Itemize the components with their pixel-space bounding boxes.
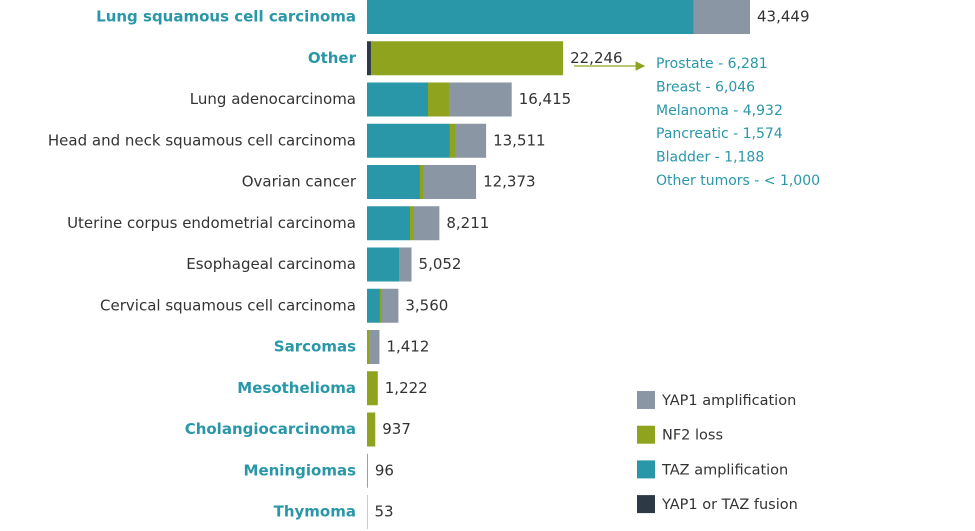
legend-label: YAP1 or TAZ fusion [661, 497, 798, 513]
category-label: Lung adenocarcinoma [190, 90, 356, 108]
legend-label: TAZ amplification [661, 462, 788, 478]
bar-segment [379, 288, 382, 323]
total-label: 8,211 [446, 214, 489, 232]
category-label: Sarcomas [274, 338, 356, 356]
category-label: Mesothelioma [237, 379, 356, 397]
annotation: Bladder - 1,188 [656, 150, 764, 166]
bar-segment [448, 82, 512, 117]
bar-segment [367, 206, 411, 241]
bar-segment [367, 123, 450, 158]
total-label: 16,415 [519, 90, 572, 108]
legend-label: YAP1 amplification [661, 393, 796, 409]
bar-segment [367, 165, 420, 199]
legend-swatch [637, 391, 655, 409]
bar-segment [369, 330, 380, 364]
category-label: Lung squamous cell carcinoma [96, 8, 356, 26]
category-label: Uterine corpus endometrial carcinoma [67, 214, 356, 232]
bar-segment [449, 123, 456, 158]
bar-segment [367, 371, 378, 406]
annotation: Other tumors - < 1,000 [656, 173, 820, 189]
bar-segment [410, 206, 414, 241]
category-label: Meningiomas [244, 461, 357, 479]
legend-swatch [637, 425, 655, 444]
category-label: Thymoma [274, 503, 356, 521]
total-label: 22,246 [570, 49, 623, 67]
total-label: 43,449 [757, 8, 810, 26]
bar-segment [413, 206, 440, 241]
bar-segment [367, 288, 380, 323]
total-label: 3,560 [405, 296, 448, 314]
legend-swatch [637, 460, 655, 479]
bar-segment [367, 330, 370, 364]
total-label: 5,052 [419, 255, 462, 273]
annotation: Pancreatic - 1,574 [656, 126, 783, 142]
category-label: Cholangiocarcinoma [185, 420, 356, 438]
total-label: 1,222 [385, 379, 428, 397]
total-label: 96 [375, 461, 394, 479]
bar-segment [367, 412, 376, 447]
annotation: Melanoma - 4,932 [656, 103, 783, 119]
bar-segment [419, 165, 424, 199]
bar-segment [367, 41, 371, 76]
legend-label: NF2 loss [662, 428, 723, 444]
legend-swatch [637, 495, 655, 514]
bar-segment [367, 247, 399, 282]
total-label: 53 [374, 503, 393, 521]
bar-segment [423, 165, 477, 199]
total-label: 13,511 [493, 131, 545, 149]
bar-segment [455, 123, 487, 158]
bar-segment [693, 0, 750, 34]
category-label: Other [308, 49, 357, 67]
bar-segment [427, 82, 449, 117]
annotation: Prostate - 6,281 [656, 56, 768, 72]
total-label: 12,373 [483, 173, 535, 191]
bar-segment [370, 41, 564, 76]
category-label: Esophageal carcinoma [186, 255, 356, 273]
bar-segment [367, 453, 368, 488]
category-label: Cervical squamous cell carcinoma [100, 296, 356, 314]
bar-segment [381, 288, 399, 323]
bar-segment [398, 247, 412, 282]
annotation: Breast - 6,046 [656, 79, 755, 95]
category-label: Ovarian cancer [242, 173, 357, 191]
bar-segment [367, 0, 694, 34]
total-label: 1,412 [386, 338, 429, 356]
category-label: Head and neck squamous cell carcinoma [48, 131, 356, 149]
total-label: 937 [382, 420, 411, 438]
bar-segment [367, 82, 428, 117]
